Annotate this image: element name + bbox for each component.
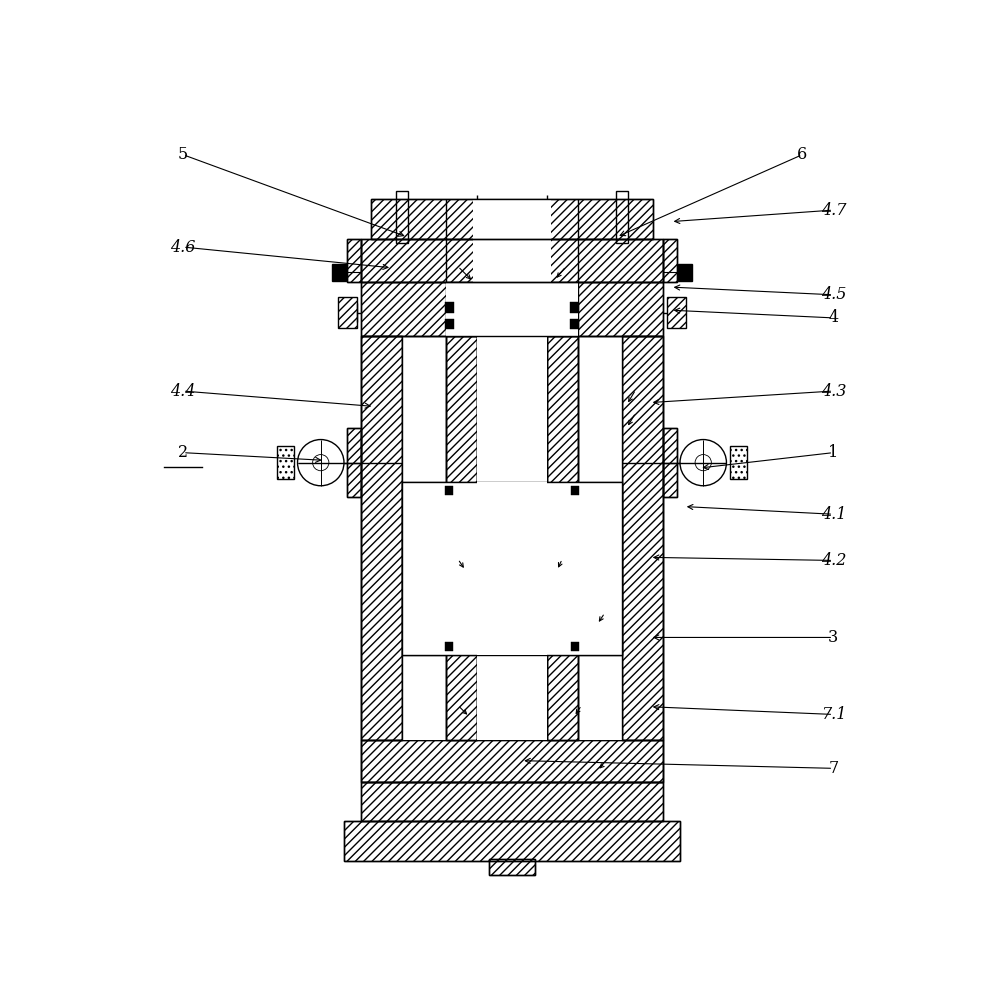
Bar	[489, 859, 535, 875]
Bar	[474, 199, 550, 239]
Bar	[347, 239, 361, 282]
Bar	[570, 319, 579, 329]
Bar	[361, 336, 402, 740]
Bar	[663, 239, 677, 282]
Bar	[344, 821, 680, 861]
Bar	[338, 297, 358, 328]
Bar	[478, 282, 546, 336]
Text: 3: 3	[828, 629, 838, 646]
Bar	[570, 486, 578, 495]
Bar	[663, 428, 677, 497]
Text: 4.6: 4.6	[170, 239, 196, 256]
Text: 1: 1	[828, 444, 838, 461]
Bar	[402, 482, 622, 655]
Bar	[622, 336, 663, 740]
Bar	[447, 336, 478, 740]
Text: 4.5: 4.5	[820, 286, 846, 303]
Bar	[445, 319, 454, 329]
Bar	[347, 428, 361, 497]
Bar	[402, 336, 447, 482]
Bar	[446, 642, 454, 651]
Text: 6: 6	[797, 146, 807, 163]
Bar	[361, 336, 402, 740]
Text: 4.4: 4.4	[170, 383, 196, 400]
Bar	[570, 302, 579, 312]
Bar	[730, 446, 747, 479]
Text: 7.1: 7.1	[820, 706, 846, 723]
Bar	[361, 740, 663, 782]
Text: 5: 5	[178, 146, 188, 163]
Bar	[361, 782, 663, 821]
Bar	[361, 239, 663, 282]
Bar	[347, 428, 361, 497]
Bar	[489, 859, 535, 875]
Bar	[371, 199, 653, 239]
Text: 4.1: 4.1	[820, 506, 846, 523]
Bar	[361, 782, 663, 821]
Bar	[577, 655, 622, 740]
Bar	[347, 239, 361, 282]
Bar	[615, 191, 628, 243]
Bar	[402, 336, 622, 740]
Text: 7: 7	[828, 760, 838, 777]
Bar	[332, 264, 346, 281]
Text: 4: 4	[828, 309, 838, 326]
Bar	[478, 336, 546, 740]
Bar	[663, 239, 677, 282]
Bar	[361, 282, 663, 336]
Bar	[344, 821, 680, 861]
Text: 4.3: 4.3	[820, 383, 846, 400]
Bar	[678, 264, 692, 281]
Text: 4.7: 4.7	[820, 202, 846, 219]
Bar	[667, 297, 686, 328]
Bar	[361, 740, 663, 782]
Bar	[663, 428, 677, 497]
Bar	[361, 282, 663, 336]
Bar	[577, 336, 622, 482]
Bar	[446, 486, 454, 495]
Bar	[622, 336, 663, 740]
Bar	[447, 282, 577, 336]
Text: 4.2: 4.2	[820, 552, 846, 569]
Bar	[546, 336, 577, 740]
Bar	[445, 302, 454, 312]
Bar	[371, 199, 653, 239]
Bar	[402, 655, 447, 740]
Bar	[447, 336, 478, 740]
Bar	[570, 642, 578, 651]
Bar	[277, 446, 294, 479]
Bar	[478, 482, 546, 655]
Bar	[546, 336, 577, 740]
Bar	[361, 239, 663, 282]
Text: 2: 2	[178, 444, 188, 461]
Bar	[474, 239, 550, 282]
Bar	[396, 191, 409, 243]
